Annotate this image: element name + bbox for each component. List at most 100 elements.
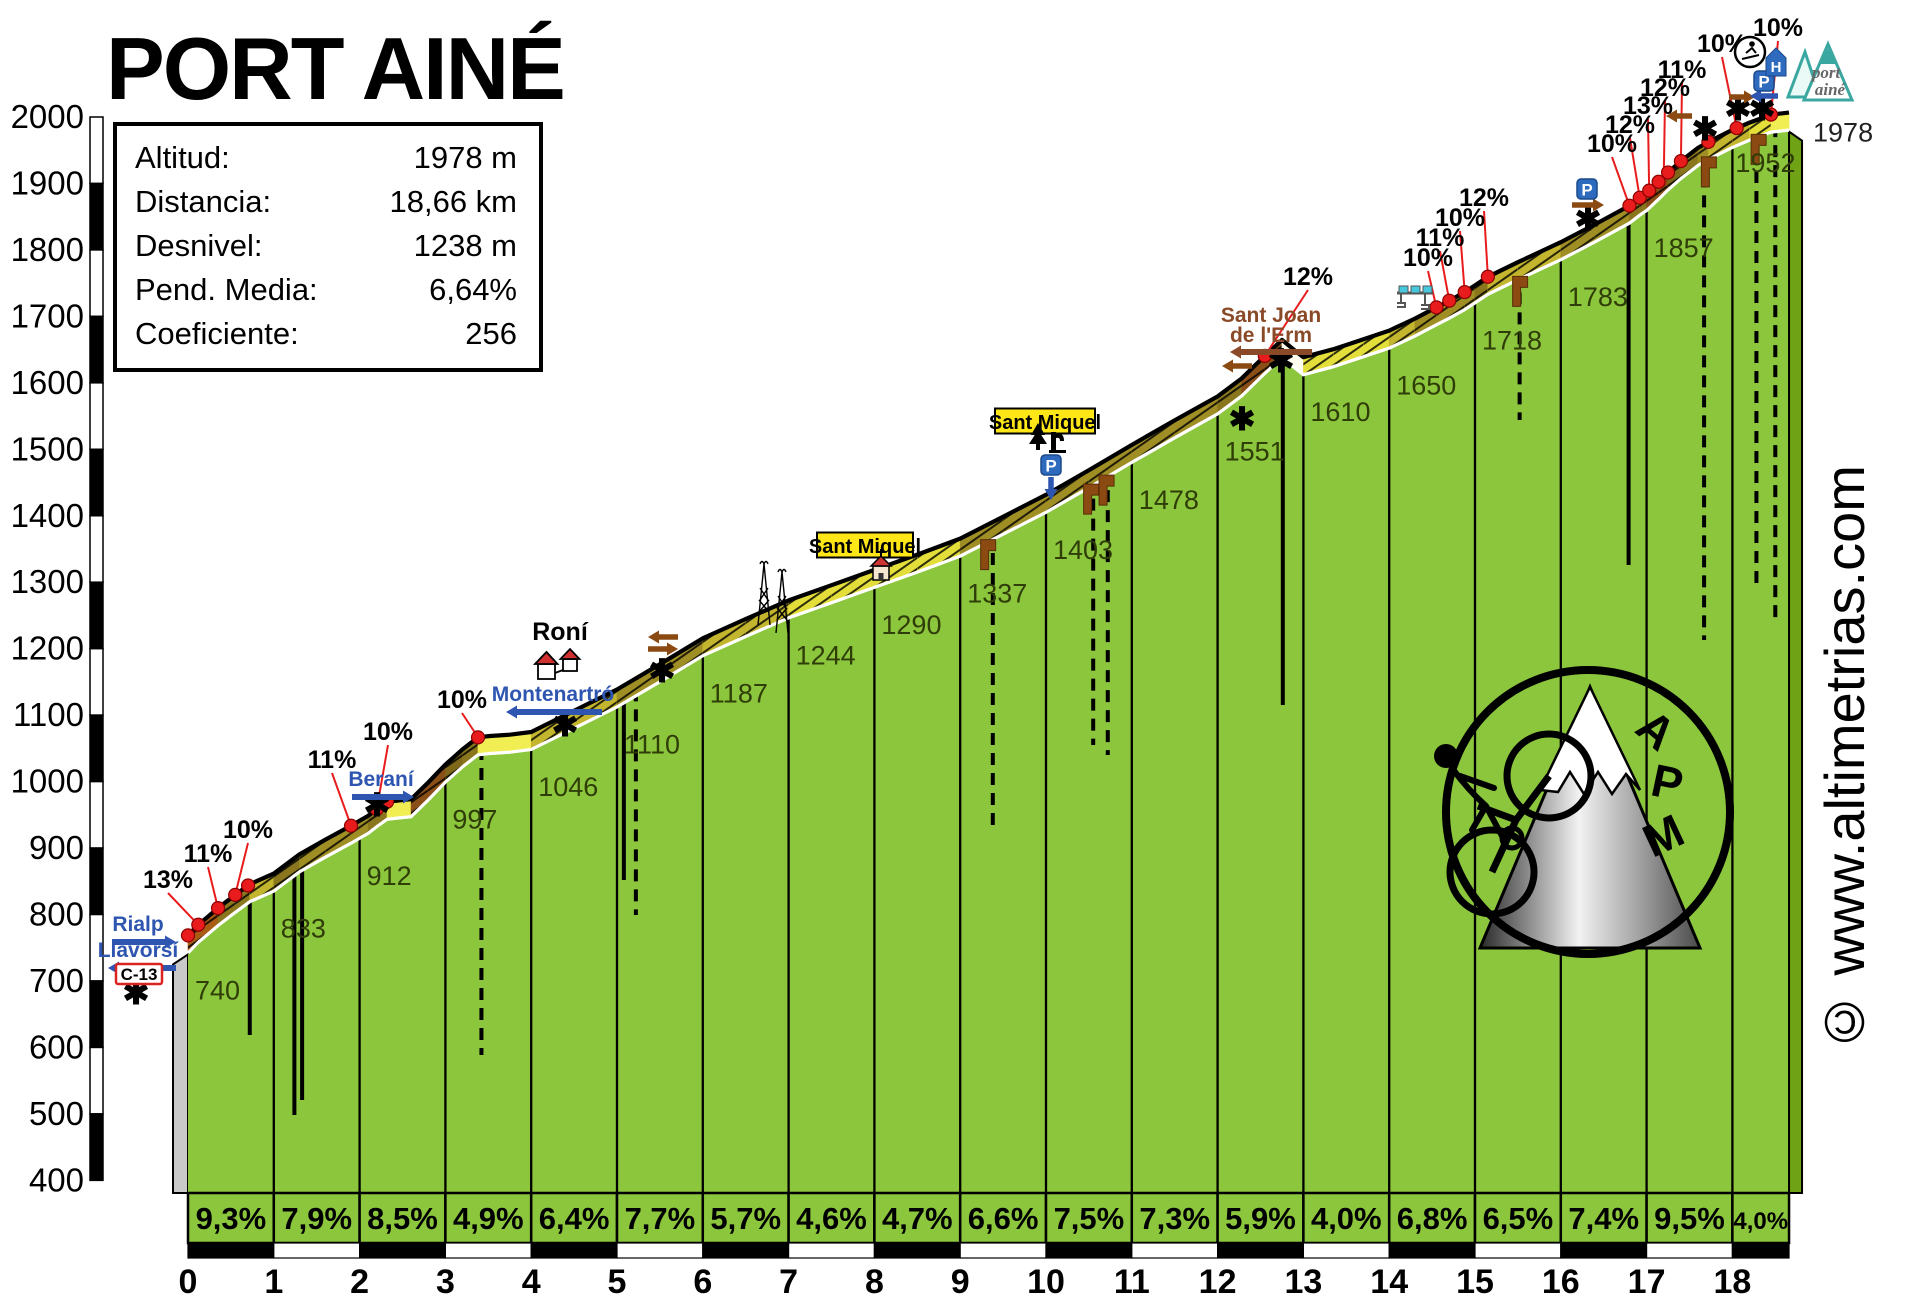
info-row-3: Pend. Media: 6,64%	[135, 268, 517, 312]
svg-text:6,5%: 6,5%	[1483, 1201, 1554, 1236]
page-title: PORT AINÉ	[106, 19, 566, 118]
red-dot	[1642, 183, 1657, 198]
red-dot	[1729, 120, 1744, 136]
svg-text:10%: 10%	[1587, 130, 1637, 158]
svg-text:9,5%: 9,5%	[1654, 1201, 1725, 1236]
svg-text:11%: 11%	[1658, 56, 1707, 84]
svg-text:500: 500	[29, 1095, 84, 1132]
svg-text:12%: 12%	[1283, 263, 1333, 291]
y-axis: 2000 1900 1800 1700 1600 1500 1400 1300 1200 1100…	[11, 98, 104, 1198]
svg-text:6,6%: 6,6%	[968, 1201, 1039, 1236]
svg-text:7,7%: 7,7%	[625, 1201, 696, 1236]
svg-text:1100: 1100	[13, 696, 84, 733]
refuge-markers	[980, 133, 1767, 571]
red-dot	[228, 887, 243, 902]
svg-text:1650: 1650	[1396, 371, 1456, 401]
svg-text:1403: 1403	[1053, 535, 1113, 565]
svg-text:11%: 11%	[308, 746, 357, 774]
svg-text:Rialp: Rialp	[112, 913, 163, 936]
red-dot	[1480, 269, 1495, 284]
svg-text:8: 8	[865, 1263, 884, 1301]
svg-text:10%: 10%	[1435, 204, 1485, 232]
tree-icon	[1029, 423, 1047, 450]
fountain-icon	[1049, 432, 1066, 453]
svg-text:740: 740	[195, 975, 240, 1005]
svg-text:H: H	[1771, 59, 1782, 76]
star-icon: ✱	[1229, 401, 1256, 437]
svg-text:C-13: C-13	[121, 965, 158, 984]
svg-text:10%: 10%	[437, 686, 487, 714]
svg-text:4,0%: 4,0%	[1311, 1201, 1382, 1236]
yellow-signs: Sant Miquel Sant Miquel	[809, 407, 1101, 559]
star-icon: ✱	[1268, 343, 1295, 379]
svg-text:4: 4	[522, 1263, 541, 1301]
svg-text:1551: 1551	[1225, 436, 1285, 466]
red-dot	[470, 730, 486, 745]
parking-icon: P	[1040, 454, 1062, 476]
svg-text:1: 1	[264, 1263, 283, 1301]
svg-text:9,3%: 9,3%	[196, 1201, 267, 1236]
svg-text:1800: 1800	[11, 231, 84, 268]
watermark: © www.altimetrias.com	[1813, 465, 1876, 1055]
red-dot	[1651, 174, 1666, 189]
info-label: Pend. Media:	[135, 272, 318, 307]
right-face	[1788, 129, 1804, 1194]
svg-text:1000: 1000	[11, 763, 84, 800]
svg-text:12%: 12%	[1459, 184, 1509, 212]
svg-text:1500: 1500	[11, 430, 84, 467]
svg-text:11%: 11%	[1416, 224, 1465, 252]
route-signs: Rialp Llavorsí Beraní Montenartró Sant Joand…	[98, 89, 1778, 975]
info-row-2: Desnivel: 1238 m	[135, 224, 517, 268]
info-label: Desnivel:	[135, 228, 263, 263]
info-row-1: Distancia: 18,66 km	[135, 180, 517, 224]
svg-text:4,0%: 4,0%	[1733, 1208, 1788, 1235]
pylon-icon	[757, 560, 771, 626]
svg-text:700: 700	[29, 962, 84, 999]
svg-text:1300: 1300	[11, 563, 84, 600]
parking-icon: P	[1576, 178, 1598, 200]
red-dot	[1763, 107, 1779, 122]
svg-text:10%: 10%	[1753, 14, 1803, 42]
svg-text:400: 400	[29, 1161, 84, 1198]
svg-text:2: 2	[350, 1263, 369, 1301]
svg-text:9: 9	[951, 1263, 970, 1301]
info-value: 256	[465, 316, 517, 351]
svg-text:7: 7	[779, 1263, 798, 1301]
info-value: 1238 m	[413, 228, 517, 263]
red-dot	[1632, 190, 1647, 205]
svg-text:900: 900	[29, 829, 84, 866]
red-dot	[1442, 293, 1457, 308]
svg-text:12%: 12%	[1640, 74, 1690, 102]
svg-text:1290: 1290	[881, 610, 941, 640]
gradient-percent-markers: 13%11%10%11%10%10%12%10%11%10%12%10%12%1…	[143, 14, 1803, 943]
svg-text:8,5%: 8,5%	[367, 1201, 438, 1236]
svg-text:6: 6	[693, 1263, 712, 1301]
star-icon: ✱	[1692, 111, 1719, 147]
port-aine-logo: port ainé	[1785, 40, 1855, 102]
svg-text:10%: 10%	[223, 816, 273, 844]
svg-text:1110: 1110	[624, 729, 680, 759]
km-gridlines	[272, 132, 1734, 1193]
svg-text:12%: 12%	[1605, 111, 1655, 139]
svg-text:P: P	[1045, 457, 1056, 476]
svg-text:11: 11	[1114, 1263, 1150, 1301]
svg-text:833: 833	[281, 914, 326, 944]
climb-info-box: Altitud: 1978 m Distancia: 18,66 km Desnivel…	[113, 122, 543, 372]
svg-text:7,4%: 7,4%	[1568, 1201, 1639, 1236]
svg-text:2000: 2000	[11, 98, 84, 135]
svg-text:port: port	[1810, 63, 1842, 82]
svg-text:13%: 13%	[143, 866, 193, 894]
church-icon	[869, 549, 893, 581]
info-value: 6,64%	[429, 272, 517, 307]
hotel-icon: H	[1765, 47, 1787, 77]
svg-text:10%: 10%	[363, 718, 413, 746]
svg-text:7,5%: 7,5%	[1054, 1201, 1125, 1236]
ski-circle-icon	[1733, 35, 1767, 69]
svg-text:Sant Miquel: Sant Miquel	[809, 536, 921, 558]
svg-text:800: 800	[29, 896, 84, 933]
svg-text:1952: 1952	[1735, 148, 1795, 178]
svg-text:15: 15	[1456, 1263, 1494, 1301]
svg-text:17: 17	[1628, 1263, 1666, 1301]
